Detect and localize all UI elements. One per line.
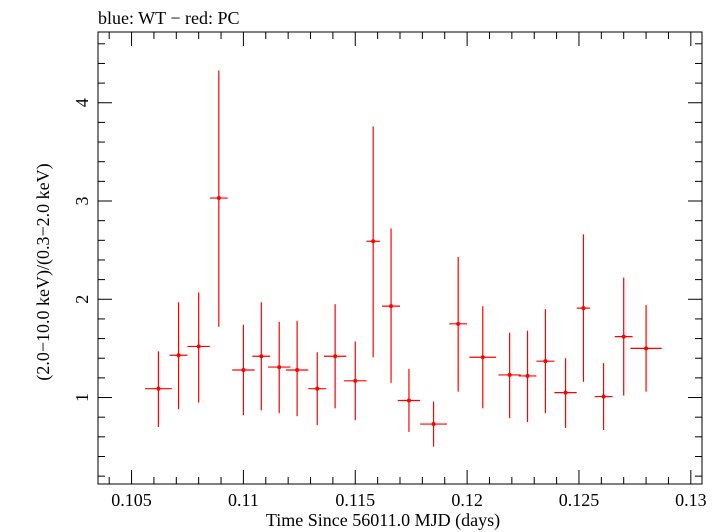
data-point xyxy=(614,277,633,396)
data-marker xyxy=(525,373,530,378)
data-point xyxy=(498,332,521,419)
data-point xyxy=(187,292,210,403)
data-marker xyxy=(277,365,282,370)
data-series xyxy=(144,70,662,447)
data-marker xyxy=(295,368,300,373)
data-point xyxy=(594,363,613,430)
data-point xyxy=(308,352,327,426)
data-point xyxy=(323,304,347,409)
data-marker xyxy=(371,239,376,244)
data-point xyxy=(169,302,188,410)
data-marker xyxy=(176,353,181,358)
y-tick-label: 2 xyxy=(72,295,92,304)
plot-frame xyxy=(97,31,703,485)
data-point xyxy=(285,320,309,417)
plot-border xyxy=(97,31,703,485)
data-marker xyxy=(456,321,461,326)
data-point xyxy=(449,257,468,392)
data-marker xyxy=(543,359,548,364)
data-point xyxy=(518,330,537,423)
data-marker xyxy=(621,334,626,339)
data-point xyxy=(268,321,291,414)
data-point xyxy=(209,70,228,327)
y-axis: 1 2 3 4 xyxy=(72,43,702,477)
data-marker xyxy=(259,354,264,359)
data-marker xyxy=(315,386,320,391)
data-point xyxy=(344,341,367,421)
chart-title: blue: WT − red: PC xyxy=(98,8,239,28)
x-axis: 0.105 0.11 0.115 0.12 0.125 0.13 xyxy=(108,32,707,510)
y-tick-label: 3 xyxy=(72,197,92,206)
y-axis-label: (2.0−10.0 keV)/(0.3−2.0 keV) xyxy=(33,163,54,380)
data-point xyxy=(630,305,662,392)
data-point xyxy=(469,306,497,409)
x-axis-label: Time Since 56011.0 MJD (days) xyxy=(266,510,500,531)
data-point xyxy=(252,302,271,411)
data-marker xyxy=(216,196,221,201)
x-tick-label: 0.13 xyxy=(675,490,707,510)
x-tick-label: 0.11 xyxy=(228,490,259,510)
data-point xyxy=(536,309,555,414)
data-marker xyxy=(156,386,161,391)
data-point xyxy=(554,358,577,428)
y-tick-label: 1 xyxy=(72,393,92,402)
data-marker xyxy=(644,346,649,351)
x-tick-label: 0.12 xyxy=(451,490,483,510)
data-marker xyxy=(563,390,568,395)
x-tick-label: 0.125 xyxy=(559,490,600,510)
data-marker xyxy=(431,422,436,427)
data-marker xyxy=(333,354,338,359)
data-marker xyxy=(353,378,358,383)
data-point xyxy=(576,234,591,382)
data-marker xyxy=(581,306,586,311)
data-point xyxy=(366,126,380,358)
data-marker xyxy=(196,344,201,349)
data-marker xyxy=(480,355,485,360)
y-tick-label: 4 xyxy=(72,98,92,107)
data-point xyxy=(397,369,421,432)
data-point xyxy=(232,324,255,416)
data-point xyxy=(382,228,400,383)
data-marker xyxy=(389,304,394,309)
data-point xyxy=(420,401,447,447)
data-marker xyxy=(241,368,246,373)
x-tick-label: 0.115 xyxy=(335,490,375,510)
data-point xyxy=(144,351,172,428)
data-marker xyxy=(406,398,411,403)
data-marker xyxy=(601,394,606,399)
data-marker xyxy=(507,372,512,377)
x-tick-label: 0.105 xyxy=(111,490,152,510)
